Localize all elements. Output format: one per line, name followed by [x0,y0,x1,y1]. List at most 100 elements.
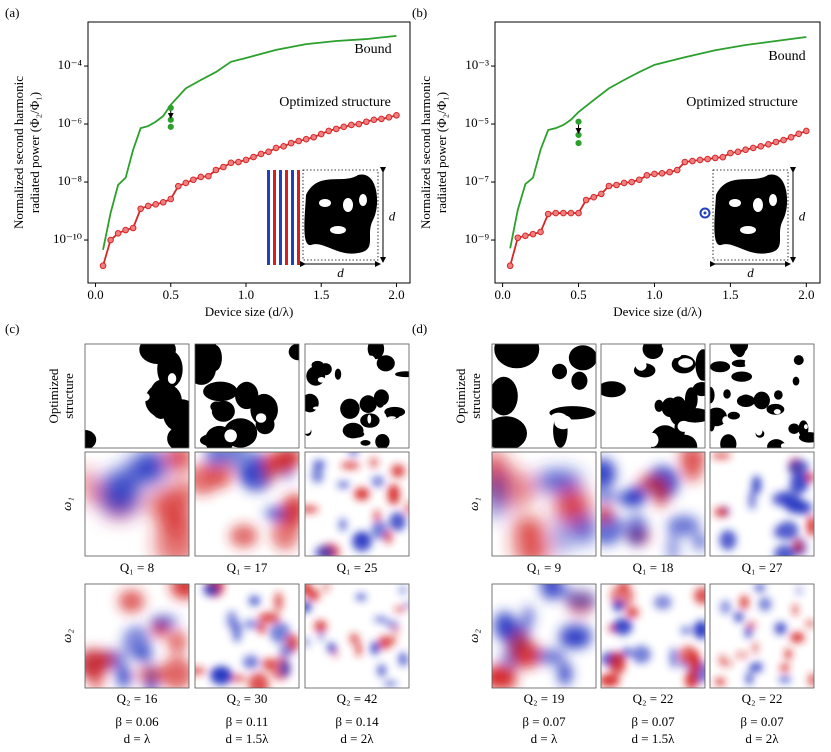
data-point [772,138,780,146]
data-point [355,120,363,128]
x-tick-label: 0.5 [163,287,179,302]
field-lobe [370,641,380,655]
image-tile [195,344,299,448]
q2-label: Q₂ = 42 [337,691,378,706]
field-lobe [719,530,737,551]
structure-hole [780,443,787,448]
field-lobe [384,619,399,629]
structure-blob [373,389,389,406]
field-lobe [619,584,629,593]
data-point [514,234,522,242]
field-lobe [391,464,405,478]
structure-blob [364,400,377,406]
structure-blob [601,381,626,398]
field-lobe [629,485,645,503]
field-lobe [273,591,284,612]
data-point [159,199,167,206]
structure-hole [775,358,781,366]
field-lobe [248,595,261,606]
x-tick-label: 0.0 [87,287,103,302]
inset-source [699,207,711,219]
structure-hole [278,441,288,448]
data-point [129,224,137,232]
field-lobe [720,661,734,667]
field-lobe [310,589,317,600]
data-point [212,166,220,174]
field-lobe [714,677,726,686]
field-lobe [684,670,699,688]
field-lobe [322,584,330,593]
axes-frame [87,21,411,284]
structure-hole [270,348,286,362]
tile-border [709,451,815,557]
image-tile [710,452,814,556]
data-point [205,172,212,180]
data-point [605,182,613,190]
inset-label: d [799,208,806,223]
data-point [780,136,787,144]
y-axis-label: radiated power (Φ₂/Φ₁) [434,92,449,213]
row-label: structure [468,373,483,419]
data-point [575,140,582,147]
data-point [620,179,628,187]
y-tick-label: 10⁻⁹ [465,231,490,246]
series-annotation: Optimized structure [279,95,391,110]
data-point [727,149,734,157]
inset-wave [282,170,285,265]
structure-hole [404,390,409,397]
field-lobe [305,637,309,648]
field-lobe [612,600,625,612]
structure-blob [494,344,540,369]
field-lobe [680,626,692,635]
field-lobe [371,520,388,540]
image-tile [85,584,189,688]
data-point [522,232,529,240]
inset-wave [294,170,297,265]
structure-hole [157,430,165,441]
row-label: ω₂ [466,629,481,643]
inset-hole [729,199,741,207]
field-lobe [195,666,207,676]
data-point [598,190,605,198]
field-lobe [368,457,379,468]
field-lobe [229,524,258,548]
structure-blob [203,381,238,402]
structure-blob [655,430,666,448]
field-lobe [261,658,275,671]
y-axis-label: Normalized second harmonic [11,76,26,229]
field-lobe [621,647,632,658]
q1-label: Q₁ = 17 [227,560,268,575]
field-lobe [317,630,325,641]
field-lobe [735,652,748,658]
structure-hole [629,377,641,388]
data-point [310,133,318,141]
field-lobe [349,452,358,457]
field-lobe [355,642,362,657]
structure-blob [334,368,342,380]
field-lobe [748,490,756,510]
data-point [107,236,114,244]
inset-box [302,169,379,261]
data-point [370,116,378,124]
y-axis-label: Normalized second harmonic [418,76,433,229]
tile-border [491,583,597,689]
size-label: d = 2λ [340,731,374,746]
inset-wave [297,170,300,265]
field-lobe [279,660,291,678]
inset-structure [714,174,788,254]
field-lobe [778,676,791,683]
data-point [302,135,310,143]
structure-blob [720,434,737,448]
field-lobe [165,452,189,472]
data-point [385,114,393,121]
series-line [102,34,397,250]
data-point [643,172,651,179]
x-axis-label: Device size (d/λ) [205,304,294,319]
series-line [509,36,807,249]
structure-blob [731,371,753,382]
structure-hole [119,367,141,383]
structure-hole [798,393,807,398]
axes-frame [494,21,821,284]
structure-hole [768,384,775,395]
